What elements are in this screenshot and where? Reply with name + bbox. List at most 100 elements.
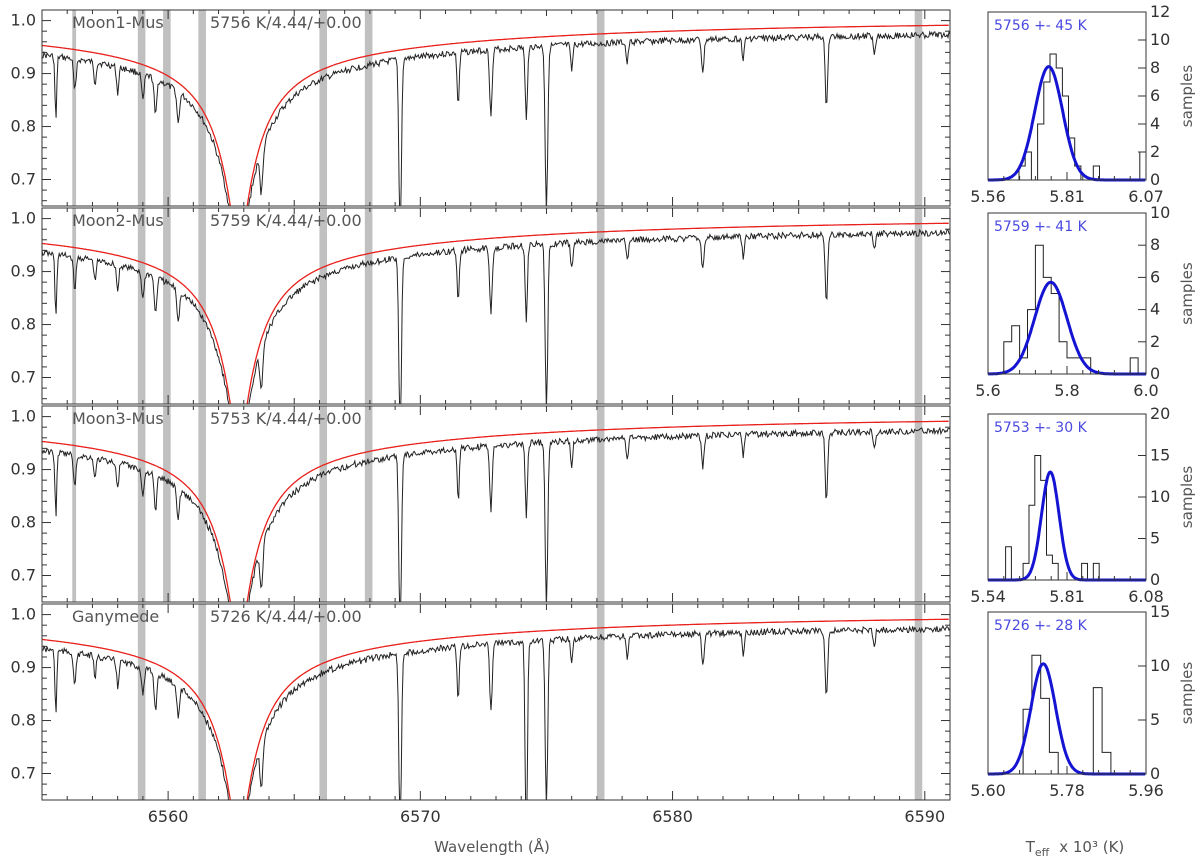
y-axis-title-samples: samples (1178, 466, 1196, 529)
panel-label-name: Moon1-Mus (72, 13, 164, 32)
mask-window (914, 406, 923, 602)
x-axis-title-teff-rest: x 10³ (K) (1059, 838, 1124, 856)
y-tick-label: 0.9 (11, 262, 36, 281)
panel-label-name: Moon3-Mus (72, 409, 164, 428)
spectrum-panel-3: 1.0 0.9 0.8 0.7 Moon3-Mus 5753 K/4.44/+0.00 (11, 405, 951, 603)
panel-label-params: 5759 K/4.44/+0.00 (210, 211, 362, 230)
mask-window (198, 10, 206, 206)
y-tick-label: 0 (1150, 170, 1160, 189)
x-ticks (41, 406, 951, 602)
histogram-panel-3: 0 5 10 15 20 samples 5.54 5.81 6.08 5753 +- 30 K (970, 404, 1196, 606)
mask-window (198, 208, 206, 404)
mask-window (596, 604, 605, 800)
y-tick-label: 0.7 (11, 368, 36, 387)
spectrum-panel-2: 1.0 0.9 0.8 0.7 Moon2-Mus 5759 K/4.44/+0.00 (11, 207, 951, 405)
mask-window (137, 406, 146, 602)
y-tick-label: 0.7 (11, 764, 36, 783)
y-tick-label: 5 (1150, 529, 1160, 548)
mask-window (198, 604, 206, 800)
x-tick-label: 5.60 (970, 781, 1006, 800)
model-spectrum (42, 222, 949, 404)
observed-spectrum (42, 228, 950, 404)
histogram-panel-2: 0 2 4 6 8 10 samples 5.6 5.8 6.0 5759 +- 41 K (975, 203, 1196, 400)
x-tick-label: 5.8 (1054, 381, 1079, 400)
y-tick-label: 0.8 (11, 315, 36, 334)
panel-label-params: 5753 K/4.44/+0.00 (210, 409, 362, 428)
mask-window (914, 604, 923, 800)
x-tick-label: 5.54 (970, 587, 1006, 606)
x-axis-title-teff-sub: eff (1035, 846, 1050, 859)
mask-window (319, 406, 328, 602)
histogram-bar (1081, 562, 1088, 580)
y-tick-label: 0 (1150, 364, 1160, 383)
mask-window (364, 10, 373, 206)
model-spectrum (42, 24, 949, 206)
panel-label-params: 5756 K/4.44/+0.00 (210, 13, 362, 32)
x-tick-label: 6.0 (1133, 381, 1158, 400)
histogram-label: 5759 +- 41 K (994, 219, 1088, 235)
spectrum-panel-1: 1.0 0.9 0.8 0.7 Moon1-Mus 5756 K/4.44/+0.00 (11, 9, 951, 207)
y-tick-label: 1.0 (11, 11, 36, 30)
x-tick-label: 6.07 (1128, 187, 1164, 206)
mask-window (72, 10, 77, 206)
y-tick-label: 0.8 (11, 117, 36, 136)
y-tick-label: 0.9 (11, 64, 36, 83)
y-tick-label: 6 (1150, 267, 1160, 286)
y-tick-label: 0 (1150, 570, 1160, 589)
y-tick-label: 0.9 (11, 658, 36, 677)
y-tick-label: 8 (1150, 235, 1160, 254)
y-tick-label: 0.7 (11, 566, 36, 585)
histogram-bar (1129, 357, 1139, 374)
mask-window (163, 406, 171, 602)
y-tick-label: 0 (1150, 764, 1160, 783)
y-tick-label: 20 (1150, 404, 1170, 423)
x-tick-label: 5.96 (1128, 781, 1164, 800)
x-axis-title-teff: Teff x 10³ (K) (1025, 838, 1125, 859)
y-tick-label: 1.0 (11, 407, 36, 426)
x-ticks (41, 208, 951, 404)
y-tick-label: 10 (1150, 30, 1170, 49)
mask-window (198, 406, 206, 602)
y-tick-label: 10 (1150, 203, 1170, 222)
histogram-bars (1018, 53, 1119, 181)
y-axis-title-samples: samples (1178, 262, 1196, 325)
x-ticks (41, 10, 951, 206)
histogram-bars (1005, 654, 1112, 775)
mask-window (596, 10, 605, 206)
x-tick-label: 6560 (148, 807, 189, 826)
mask-window (596, 406, 605, 602)
mask-windows (72, 10, 923, 206)
y-tick-label: 10 (1150, 487, 1170, 506)
mask-window (596, 208, 605, 404)
histogram-bar (1092, 562, 1100, 580)
y-tick-label: 0.9 (11, 460, 36, 479)
observed-spectrum (42, 624, 950, 800)
panel-label-params: 5726 K/4.44/+0.00 (210, 607, 362, 626)
histogram-panel-1: 0 2 4 6 8 10 12 samples 5.56 5.81 6.07 5756 +- 45 K (970, 2, 1196, 206)
mask-window (914, 10, 923, 206)
observed-spectrum (42, 426, 950, 602)
mask-window (319, 604, 328, 800)
x-tick-label: 5.56 (970, 187, 1006, 206)
x-tick-label: 6580 (652, 807, 693, 826)
histogram-bar (1139, 151, 1147, 180)
y-tick-label: 2 (1150, 332, 1160, 351)
x-tick-label: 5.6 (975, 381, 1000, 400)
histogram-bars (1003, 244, 1107, 375)
y-tick-label: 2 (1150, 142, 1160, 161)
y-tick-label: 15 (1150, 446, 1170, 465)
y-ticks: 1.0 0.9 0.8 0.7 (11, 209, 950, 400)
panel-label-name: Ganymede (72, 607, 159, 626)
y-tick-label: 0.8 (11, 513, 36, 532)
x-axis-title-wavelength: Wavelength (Å) (434, 837, 550, 856)
mask-window (364, 208, 373, 404)
y-tick-label: 5 (1150, 710, 1160, 729)
gaussian-fit (988, 662, 1146, 776)
y-ticks: 1.0 0.9 0.8 0.7 (11, 407, 950, 598)
histogram-label: 5726 +- 28 K (994, 618, 1088, 634)
x-tick-label: 6590 (904, 807, 945, 826)
panel-label-name: Moon2-Mus (72, 211, 164, 230)
y-tick-label: 10 (1150, 656, 1170, 675)
mask-window (137, 10, 146, 206)
